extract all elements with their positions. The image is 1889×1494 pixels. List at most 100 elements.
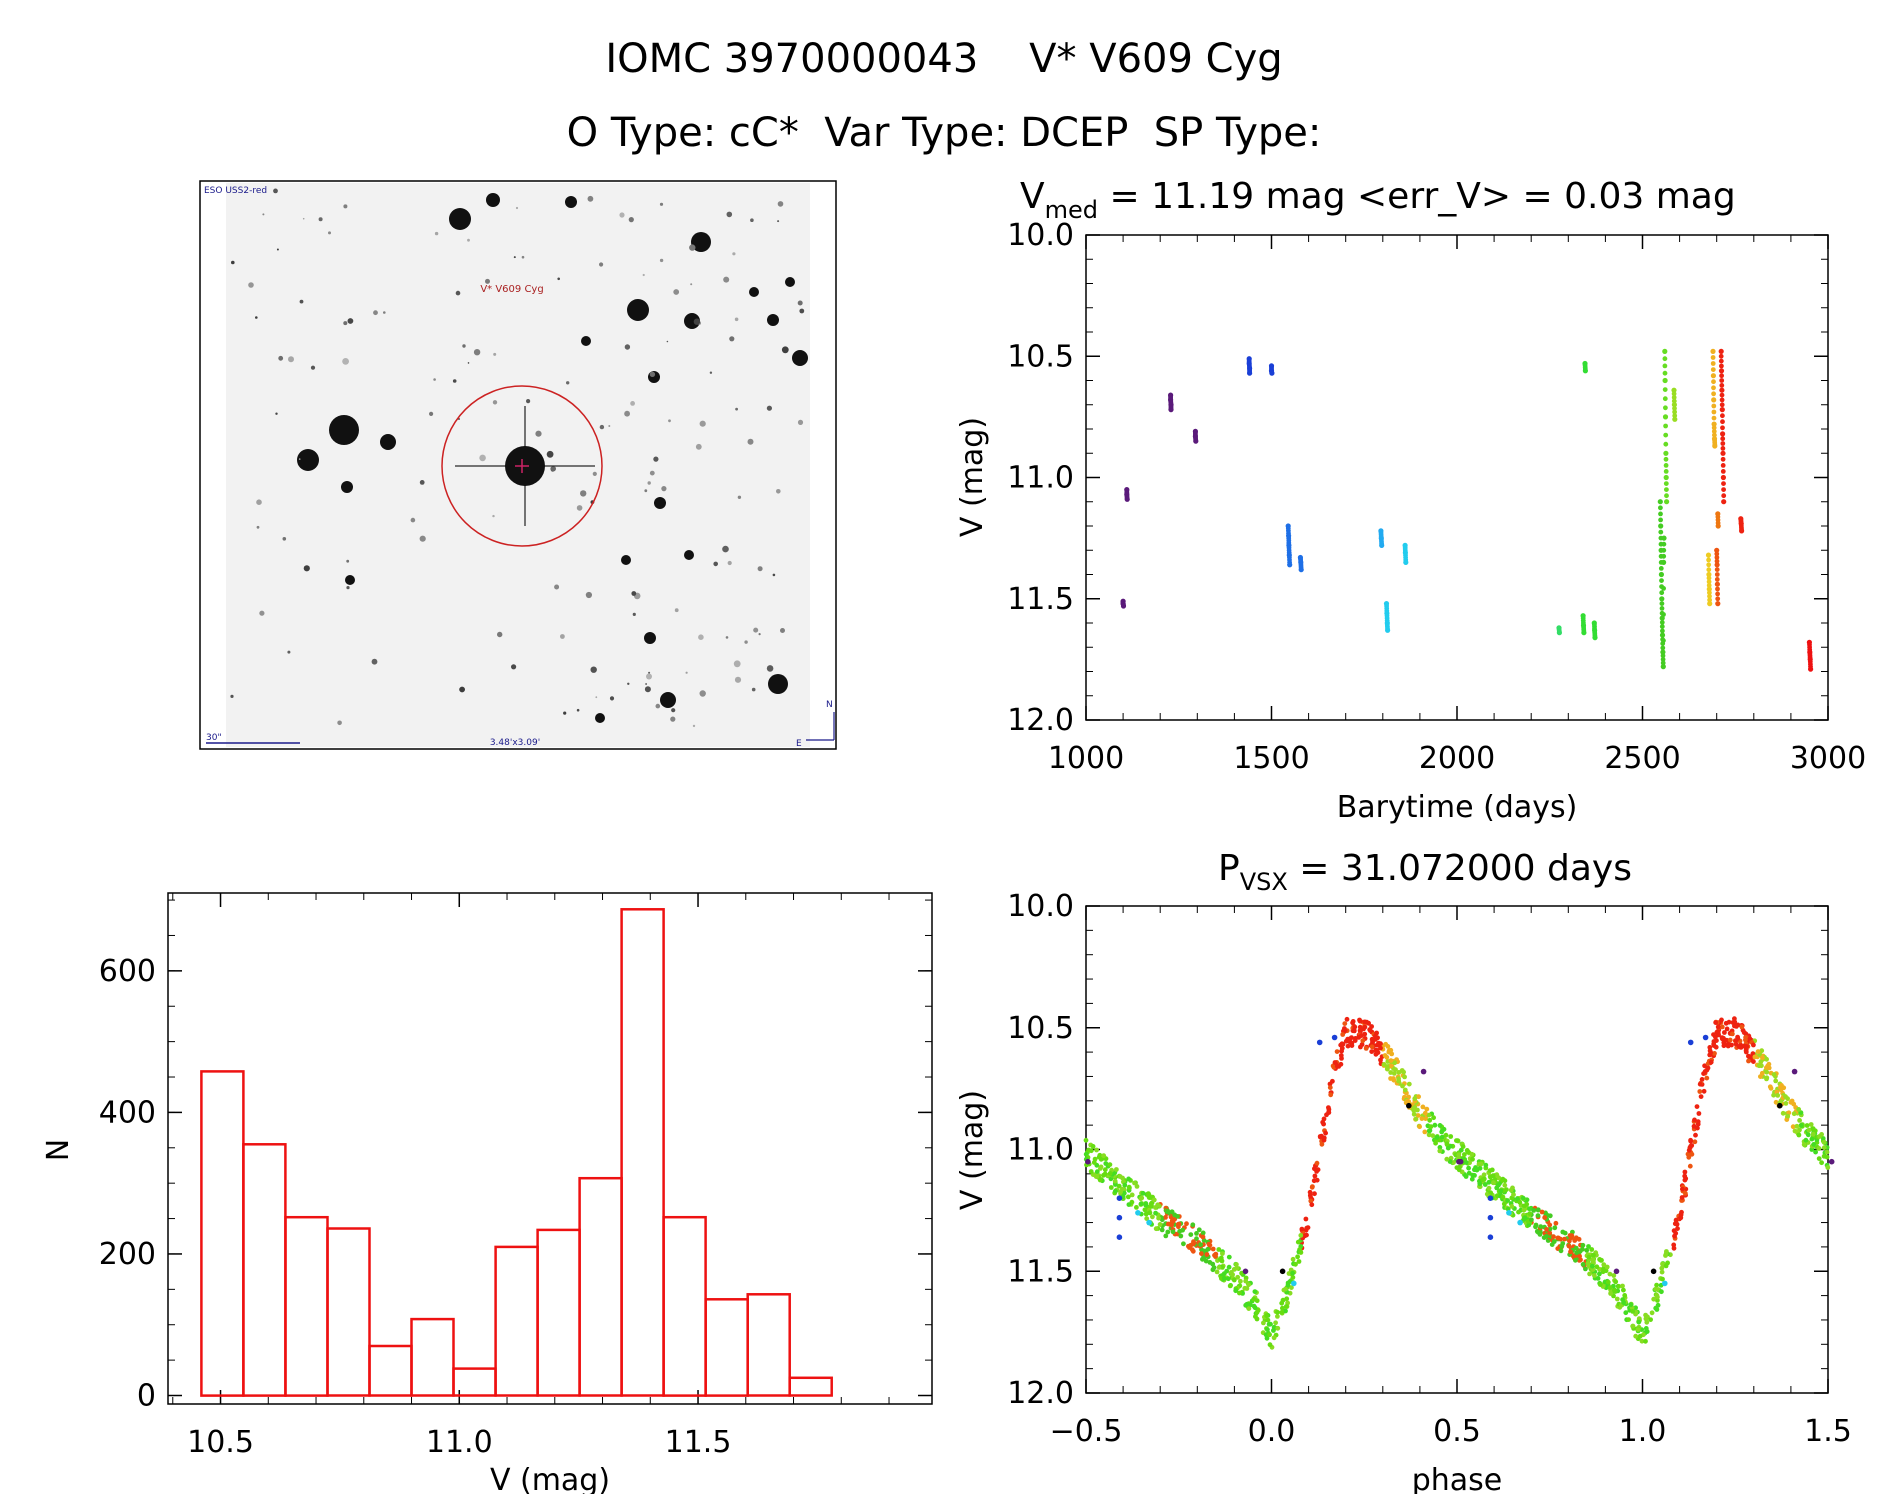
faint-star [576, 708, 580, 712]
pc-point [1644, 1319, 1650, 1325]
pc-point [1165, 1229, 1171, 1235]
faint-star [757, 566, 763, 572]
lc-point [1663, 481, 1669, 486]
pc-point [1246, 1282, 1251, 1288]
lc-point [1662, 414, 1669, 420]
faint-star [695, 443, 702, 450]
pc-point [1773, 1078, 1779, 1084]
pc-point [1825, 1165, 1831, 1170]
light-curve-chart: Vmed = 11.19 mag <err_V> = 0.03 mag 1000… [955, 176, 1866, 825]
pc-point [1724, 1026, 1730, 1032]
lc-point [1661, 586, 1666, 591]
pc-point [1708, 1059, 1714, 1065]
pc-point [1696, 1111, 1702, 1116]
pc-point [1393, 1067, 1398, 1072]
pc-point [1094, 1174, 1100, 1179]
pc-point [1295, 1239, 1301, 1245]
pc-point [1504, 1187, 1509, 1192]
survey-label: ESO USS2-red [204, 186, 267, 196]
lc-point [1661, 638, 1666, 643]
pc-point [1372, 1033, 1378, 1039]
pc-point [1751, 1059, 1756, 1064]
pc-point [1207, 1260, 1213, 1265]
pc-point [1181, 1241, 1186, 1247]
pc-point [1224, 1268, 1230, 1274]
pc-point [1285, 1282, 1291, 1288]
faint-star [566, 381, 570, 385]
pc-point [1365, 1020, 1371, 1026]
faint-star [624, 410, 630, 417]
pc-point [1112, 1178, 1118, 1184]
pc-point [1172, 1212, 1178, 1218]
lc-ytick-label: 12.0 [1007, 703, 1074, 738]
pc-point [1744, 1044, 1750, 1049]
lc-point [1659, 606, 1665, 611]
lc-point [1719, 392, 1725, 398]
pc-point [1570, 1229, 1575, 1235]
pc-point [1501, 1201, 1507, 1207]
faint-star [592, 471, 597, 476]
lc-point [1671, 387, 1677, 393]
pc-point [1290, 1270, 1295, 1276]
pc-point [1553, 1220, 1559, 1226]
pc-point [1308, 1198, 1314, 1204]
pc-point [1713, 1034, 1718, 1040]
north-label: N [826, 700, 833, 710]
faint-star [609, 696, 615, 701]
pc-point [1614, 1296, 1620, 1302]
faint-star [346, 559, 350, 563]
pc-point [1265, 1317, 1271, 1323]
faint-star [734, 317, 739, 322]
lc-point [1671, 395, 1677, 400]
pc-point [1659, 1269, 1665, 1275]
pc-point [1420, 1068, 1427, 1075]
pc-point [1694, 1104, 1700, 1109]
pc-point [1153, 1210, 1158, 1216]
pc-point [1804, 1123, 1810, 1128]
lc-point [1581, 630, 1587, 636]
pc-point [1271, 1335, 1277, 1341]
pc-point [1307, 1189, 1313, 1195]
faint-star [599, 424, 605, 430]
faint-star [275, 412, 278, 415]
lc-point [1710, 355, 1716, 360]
faint-star [337, 720, 342, 726]
pc-point [1388, 1070, 1394, 1075]
pc-point [1102, 1167, 1108, 1173]
faint-star [673, 289, 680, 295]
pc-point [1108, 1176, 1114, 1182]
lc-point [1719, 397, 1725, 403]
pc-point [1340, 1041, 1346, 1047]
pc-point [1738, 1045, 1744, 1050]
pc-point [1284, 1296, 1290, 1302]
pc-point [1591, 1252, 1596, 1258]
target-label: V* V609 Cyg [480, 284, 543, 295]
pc-point [1279, 1310, 1285, 1315]
pc-point [1420, 1104, 1426, 1110]
lc-point [1659, 632, 1666, 638]
size-label: 3.48'x3.09' [490, 738, 540, 748]
pc-point [1813, 1149, 1818, 1155]
pc-point [1326, 1105, 1331, 1110]
pc-point [1601, 1266, 1606, 1272]
faint-star [659, 202, 664, 206]
lc-point [1714, 555, 1720, 560]
pc-point [1116, 1214, 1123, 1221]
faint-star [797, 419, 804, 425]
pc-point [1623, 1310, 1629, 1316]
faint-star [497, 631, 503, 638]
lc-point [1720, 446, 1726, 451]
pc-point [1338, 1053, 1344, 1058]
star-2 [565, 196, 577, 208]
faint-star [725, 636, 729, 639]
faint-star [780, 628, 785, 633]
pc-point [1768, 1085, 1774, 1091]
pc-point [1455, 1138, 1460, 1143]
pc-point [1342, 1021, 1348, 1026]
pc-point [1821, 1145, 1827, 1151]
faint-star [256, 525, 260, 529]
pc-point [1252, 1289, 1258, 1294]
pc-point [1491, 1180, 1496, 1186]
histogram-bar [326, 1227, 371, 1397]
pc-point [1433, 1140, 1438, 1146]
